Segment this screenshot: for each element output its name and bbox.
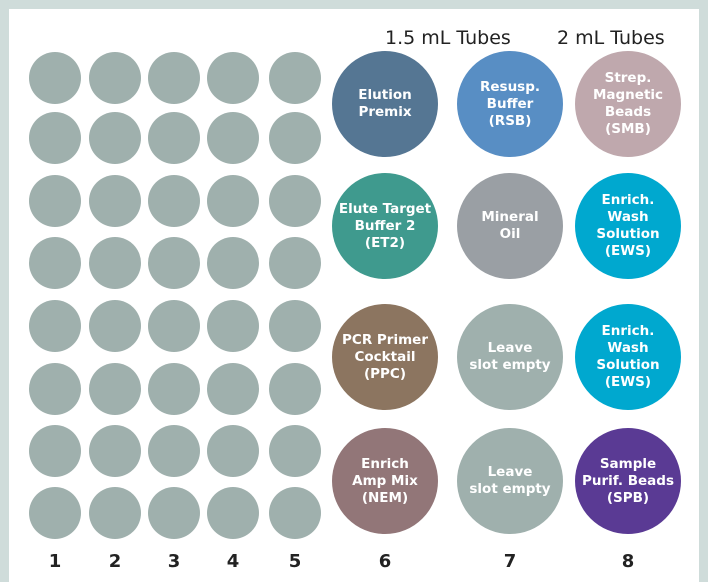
reagent-tube: Leave slot empty xyxy=(457,304,563,410)
tube-label: Elute Target Buffer 2 (ET2) xyxy=(338,200,432,251)
reagent-tube: Resusp. Buffer (RSB) xyxy=(457,51,563,157)
column-number: 4 xyxy=(226,551,240,572)
tube-label: PCR Primer Cocktail (PPC) xyxy=(342,331,428,382)
plate-well xyxy=(148,363,200,415)
plate-well xyxy=(207,487,259,539)
reagent-tube: Enrich. Wash Solution (EWS) xyxy=(575,173,681,279)
plate-well xyxy=(207,52,259,104)
plate-well xyxy=(207,300,259,352)
tube-label: Leave slot empty xyxy=(469,464,551,497)
plate-well xyxy=(29,300,81,352)
column-number: 8 xyxy=(621,551,635,572)
column-number: 2 xyxy=(108,551,122,572)
plate-well xyxy=(269,300,321,352)
reagent-tube: Elute Target Buffer 2 (ET2) xyxy=(332,173,438,279)
plate-well xyxy=(89,237,141,289)
tube-label: Resusp. Buffer (RSB) xyxy=(479,78,541,129)
column-number: 3 xyxy=(167,551,181,572)
column-number: 7 xyxy=(503,551,517,572)
plate-well xyxy=(89,487,141,539)
tube-label: Enrich Amp Mix (NEM) xyxy=(352,455,418,506)
reagent-tube: Enrich Amp Mix (NEM) xyxy=(332,428,438,534)
plate-well xyxy=(207,112,259,164)
plate-well xyxy=(148,487,200,539)
plate-well xyxy=(89,300,141,352)
reagent-tube: Enrich. Wash Solution (EWS) xyxy=(575,304,681,410)
plate-well xyxy=(29,237,81,289)
tube-label: Leave slot empty xyxy=(469,340,551,373)
plate-well xyxy=(89,175,141,227)
column-number: 5 xyxy=(288,551,302,572)
tube-label: Enrich. Wash Solution (EWS) xyxy=(596,192,660,259)
plate-well xyxy=(269,237,321,289)
reagent-tube: Mineral Oil xyxy=(457,173,563,279)
plate-well xyxy=(269,425,321,477)
tube-label: Enrich. Wash Solution (EWS) xyxy=(596,323,660,390)
reagent-tube: Sample Purif. Beads (SPB) xyxy=(575,428,681,534)
reagent-tube: Leave slot empty xyxy=(457,428,563,534)
tube-label: Strep. Magnetic Beads (SMB) xyxy=(592,70,664,137)
plate-well xyxy=(29,112,81,164)
reagent-tube: PCR Primer Cocktail (PPC) xyxy=(332,304,438,410)
plate-well xyxy=(89,425,141,477)
header-2ml-tubes: 2 mL Tubes xyxy=(557,27,665,49)
plate-well xyxy=(29,175,81,227)
plate-well xyxy=(269,175,321,227)
plate-well xyxy=(148,300,200,352)
reagent-tube: Elution Premix xyxy=(332,51,438,157)
plate-well xyxy=(207,175,259,227)
plate-well xyxy=(148,425,200,477)
plate-well xyxy=(269,112,321,164)
plate-well xyxy=(29,487,81,539)
tube-label: Elution Premix xyxy=(358,87,412,120)
tube-label: Mineral Oil xyxy=(481,209,539,242)
plate-well xyxy=(148,175,200,227)
plate-well xyxy=(29,52,81,104)
column-number: 6 xyxy=(378,551,392,572)
plate-well xyxy=(29,363,81,415)
plate-well xyxy=(269,52,321,104)
tube-label: Sample Purif. Beads (SPB) xyxy=(581,455,674,506)
plate-well xyxy=(207,363,259,415)
plate-well xyxy=(89,52,141,104)
plate-well xyxy=(89,363,141,415)
plate-well xyxy=(29,425,81,477)
plate-well xyxy=(207,237,259,289)
plate-well xyxy=(207,425,259,477)
plate-well xyxy=(148,237,200,289)
header-1-5ml-tubes: 1.5 mL Tubes xyxy=(385,27,511,49)
column-number: 1 xyxy=(48,551,62,572)
reagent-tube: Strep. Magnetic Beads (SMB) xyxy=(575,51,681,157)
plate-well xyxy=(148,52,200,104)
plate-well xyxy=(148,112,200,164)
plate-well xyxy=(89,112,141,164)
plate-well xyxy=(269,363,321,415)
plate-well xyxy=(269,487,321,539)
